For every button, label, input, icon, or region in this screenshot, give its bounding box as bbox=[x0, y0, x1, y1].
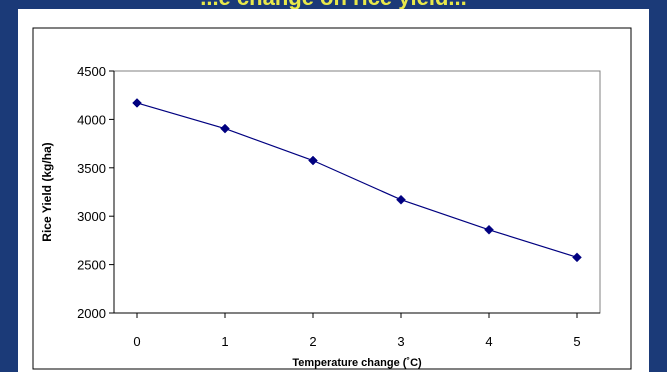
y-tick-label: 4500 bbox=[77, 64, 106, 79]
x-tick-label: 1 bbox=[221, 334, 228, 349]
y-tick-label: 2500 bbox=[77, 258, 106, 273]
line-chart: 2000 2500 3000 3500 4000 4500 0 1 2 3 4 5 Rice Yie… bbox=[32, 27, 632, 370]
x-tick-label: 5 bbox=[573, 334, 580, 349]
data-point-marker bbox=[308, 155, 318, 166]
x-axis: 0 1 2 3 4 5 bbox=[114, 312, 600, 349]
right-frame bbox=[649, 9, 667, 372]
header-bar: ...e change on rice yield... bbox=[0, 0, 667, 9]
data-point-marker bbox=[484, 224, 494, 235]
y-tick-label: 4000 bbox=[77, 112, 106, 127]
y-axis: 2000 2500 3000 3500 4000 4500 bbox=[77, 64, 115, 321]
data-point-marker bbox=[572, 252, 582, 263]
left-frame bbox=[0, 9, 18, 372]
y-tick-label: 3000 bbox=[77, 209, 106, 224]
y-tick-label: 2000 bbox=[77, 306, 106, 321]
data-point-marker bbox=[396, 194, 406, 205]
x-tick-label: 4 bbox=[485, 334, 492, 349]
plot-area bbox=[113, 70, 601, 314]
x-tick-label: 2 bbox=[309, 334, 316, 349]
x-axis-label: Temperature change (˚C) bbox=[292, 357, 422, 369]
x-tick-label: 3 bbox=[397, 334, 404, 349]
y-tick-label: 3500 bbox=[77, 161, 106, 176]
data-point-marker bbox=[220, 123, 230, 134]
header-title-partial: ...e change on rice yield... bbox=[0, 0, 667, 9]
x-tick-label: 0 bbox=[133, 334, 140, 349]
chart-area: 2000 2500 3000 3500 4000 4500 0 1 2 3 4 5 Rice Yie… bbox=[18, 9, 649, 372]
data-point-marker bbox=[132, 98, 142, 108]
series-layer bbox=[132, 98, 582, 263]
series-line bbox=[136, 102, 578, 258]
y-axis-label: Rice Yield (kg/ha) bbox=[40, 142, 54, 241]
